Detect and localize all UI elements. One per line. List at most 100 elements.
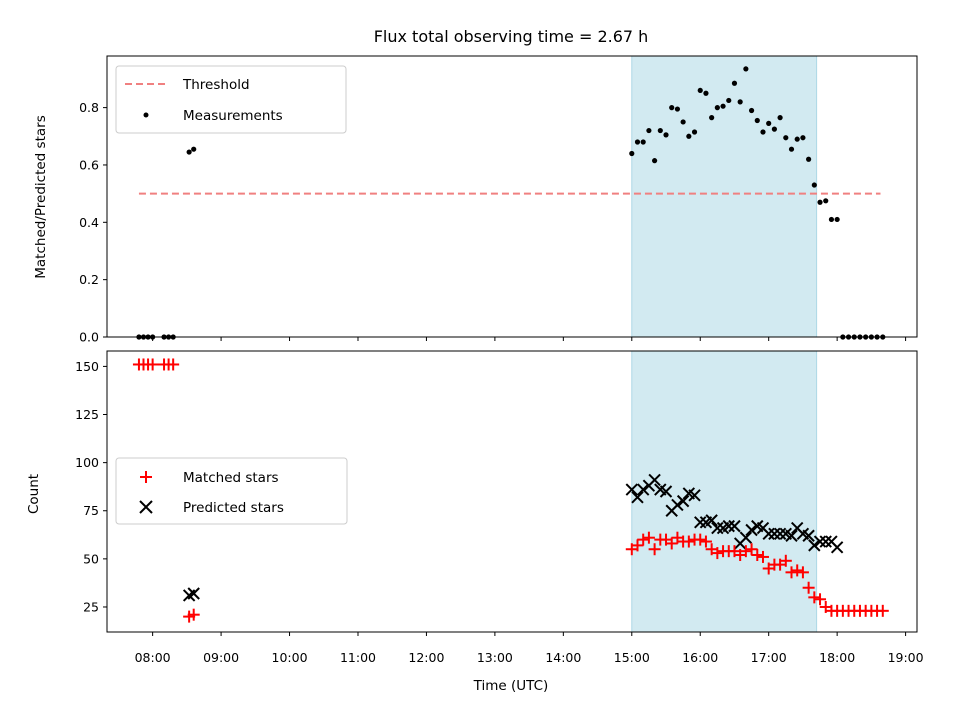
measurement-point bbox=[788, 146, 795, 152]
matched-star-point bbox=[694, 533, 707, 546]
top-y-tick-label: 0.8 bbox=[79, 100, 99, 115]
predicted-star-point bbox=[671, 498, 684, 512]
measurement-point bbox=[737, 99, 743, 105]
matched-star-point bbox=[631, 539, 644, 552]
predicted-star-point bbox=[631, 491, 644, 504]
measurement-point bbox=[794, 136, 800, 142]
predicted-star-point bbox=[745, 523, 758, 537]
x-tick-label: 16:00 bbox=[682, 650, 718, 665]
predicted-star-point bbox=[676, 494, 690, 508]
matched-star-point bbox=[711, 547, 724, 560]
measurement-point bbox=[771, 126, 777, 132]
matched-star-point bbox=[739, 545, 752, 558]
matched-star-point bbox=[745, 543, 758, 556]
measurement-point bbox=[828, 216, 835, 223]
x-tick-label: 19:00 bbox=[888, 650, 924, 665]
top-y-tick-label: 0.2 bbox=[79, 272, 99, 287]
bottom-y-tick-label: 125 bbox=[75, 407, 99, 422]
measurement-point bbox=[743, 66, 749, 72]
top-panel: 0.00.20.40.60.8 Matched/Predicted stars … bbox=[33, 55, 918, 345]
matched-star-point bbox=[167, 358, 180, 371]
predicted-star-point bbox=[705, 514, 718, 527]
predicted-star-point bbox=[819, 535, 832, 548]
measurement-point bbox=[783, 135, 789, 141]
predicted-star-point bbox=[813, 535, 827, 548]
threshold-legend-label: Threshold bbox=[182, 77, 250, 93]
measurement-point bbox=[817, 199, 823, 205]
matched-star-point bbox=[146, 358, 159, 371]
predicted-star-point bbox=[773, 527, 787, 541]
matched-star-point bbox=[791, 564, 804, 577]
measurement-point bbox=[646, 127, 652, 134]
measurement-point bbox=[186, 149, 192, 155]
measurement-point bbox=[640, 139, 646, 145]
matched-star-point bbox=[648, 543, 661, 556]
measurement-point bbox=[720, 103, 726, 109]
predicted-star-point bbox=[625, 483, 638, 496]
measurement-point bbox=[760, 129, 766, 135]
x-tick-label: 08:00 bbox=[135, 650, 171, 665]
matched-star-point bbox=[642, 531, 655, 544]
measurement-point bbox=[748, 107, 755, 114]
matched-star-point bbox=[637, 533, 650, 546]
measurement-point bbox=[806, 156, 812, 162]
bottom-axes-frame bbox=[106, 350, 918, 633]
top-y-axis-label: Matched/Predicted stars bbox=[33, 115, 49, 278]
measurement-point bbox=[629, 150, 635, 157]
bottom-y-tick-label: 100 bbox=[75, 455, 99, 470]
top-legend: Threshold Measurements bbox=[115, 65, 347, 134]
matched-star-point bbox=[876, 604, 889, 617]
matched-star-point bbox=[699, 535, 712, 548]
predicted-legend-label: Predicted stars bbox=[183, 500, 284, 516]
x-tick-label: 14:00 bbox=[545, 650, 581, 665]
bottom-panel: 25 50 75 100 125 150 08:00 09:00 10:00 11:00 12:0… bbox=[26, 350, 924, 694]
matched-star-point bbox=[682, 535, 695, 548]
measurement-point bbox=[709, 115, 715, 121]
predicted-star-point bbox=[688, 489, 701, 502]
measurement-point bbox=[800, 135, 806, 141]
bottom-y-tick-label: 75 bbox=[83, 503, 99, 518]
measurement-point bbox=[703, 90, 709, 96]
bottom-y-tick-label: 150 bbox=[75, 359, 99, 374]
measurement-point bbox=[811, 182, 817, 188]
x-tick-label: 11:00 bbox=[340, 650, 376, 665]
x-tick-label: 10:00 bbox=[272, 650, 308, 665]
predicted-star-point bbox=[694, 516, 707, 529]
predicted-star-point bbox=[785, 529, 798, 542]
predicted-star-point bbox=[187, 587, 200, 600]
matched-star-point bbox=[785, 566, 798, 579]
x-tick-label: 18:00 bbox=[819, 650, 855, 665]
top-y-tick-label: 0.4 bbox=[79, 215, 99, 230]
predicted-star-point bbox=[648, 473, 661, 487]
x-tick-label: 15:00 bbox=[614, 650, 650, 665]
matched-star-point bbox=[756, 550, 769, 563]
matched-star-point bbox=[814, 593, 827, 606]
measurements-legend-marker bbox=[143, 112, 149, 118]
predicted-star-point bbox=[762, 527, 775, 541]
measurement-point bbox=[714, 105, 720, 111]
measurement-point bbox=[766, 120, 772, 126]
predicted-star-point bbox=[768, 527, 781, 541]
measurement-point bbox=[697, 87, 703, 94]
measurement-point bbox=[191, 146, 197, 152]
measurement-point bbox=[834, 216, 840, 223]
predicted-star-point bbox=[636, 483, 650, 496]
top-y-tick-label: 0.6 bbox=[79, 157, 99, 172]
predicted-star-point bbox=[739, 531, 753, 544]
measurements-legend-label: Measurements bbox=[183, 108, 283, 124]
x-tick-label: 12:00 bbox=[408, 650, 444, 665]
predicted-star-point bbox=[722, 519, 735, 533]
x-tick-label: 13:00 bbox=[477, 650, 513, 665]
matched-star-point bbox=[802, 581, 815, 594]
measurement-point bbox=[686, 133, 692, 139]
observing-window-shade bbox=[631, 55, 818, 338]
bottom-legend: Matched stars Predicted stars bbox=[115, 457, 348, 525]
measurement-point bbox=[680, 119, 686, 125]
measurement-point bbox=[657, 127, 663, 134]
measurement-point bbox=[777, 115, 783, 121]
measurement-point bbox=[652, 158, 658, 164]
chart-title: Flux total observing time = 2.67 h bbox=[374, 27, 649, 46]
matched-star-point bbox=[665, 537, 678, 550]
matched-star-point bbox=[779, 554, 792, 567]
predicted-star-point bbox=[728, 519, 741, 533]
